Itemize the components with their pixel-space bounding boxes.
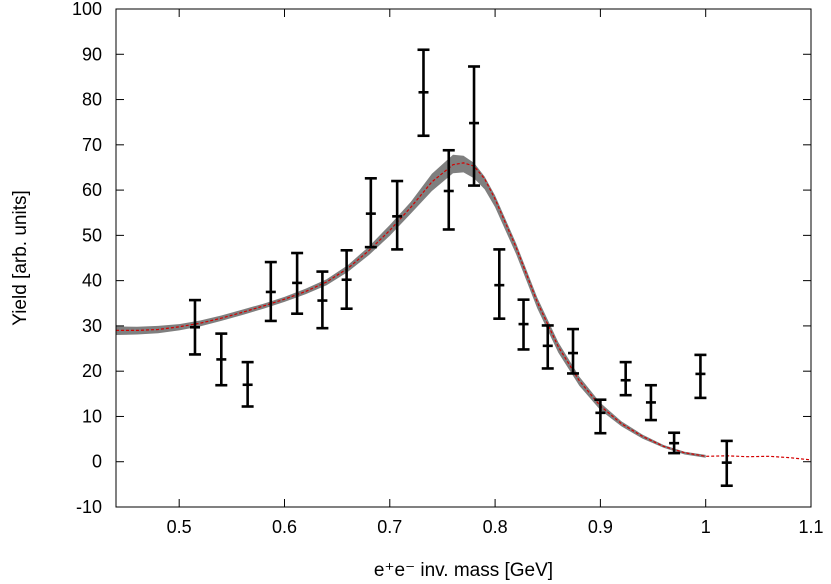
y-tick-labels: -10 0 10 20 30 40 50 60 70 80 90 100 [72,0,102,517]
data-points-layer [188,48,733,488]
model-curve [116,162,812,461]
data-point [215,332,228,387]
data-point [493,248,506,320]
y-tick-label: 100 [72,0,102,19]
data-point [468,65,481,187]
y-tick-label: 20 [82,361,102,381]
data-point [241,360,254,408]
y-tick-label: 70 [82,135,102,155]
x-axis-title: e⁺e⁻ inv. mass [GeV] [374,560,553,581]
y-tick-label: 80 [82,90,102,110]
y-axis-title: Yield [arb. units] [10,190,31,326]
y-tick-label: 60 [82,180,102,200]
data-point [340,249,353,311]
data-point [442,148,455,231]
data-point [644,383,657,422]
data-point [567,327,580,375]
x-tick-label: 0.5 [167,517,192,537]
x-tick-labels: 0.5 0.6 0.7 0.8 0.9 1 1.1 [167,517,824,537]
x-tick-label: 0.7 [377,517,402,537]
y-tick-label: 10 [82,406,102,426]
plot-area [115,8,812,508]
tick-marks-layer [116,8,812,508]
data-point [694,353,707,400]
y-tick-label: -10 [76,497,102,517]
data-point [364,177,377,249]
data-point [517,298,530,351]
data-point [316,270,329,330]
data-point [541,324,554,370]
y-tick-label: 90 [82,44,102,64]
model-band-layer [116,154,706,458]
data-point [188,298,201,356]
y-tick-label: 50 [82,225,102,245]
data-point [594,398,607,435]
data-point [720,439,733,488]
x-tick-label: 1.1 [798,517,823,537]
x-tick-label: 1 [701,517,711,537]
data-point [417,48,430,138]
y-tick-label: 0 [92,452,102,472]
data-point [619,360,632,397]
y-tick-label: 30 [82,316,102,336]
data-point [264,260,277,323]
model-curve-layer [116,162,812,461]
x-tick-label: 0.6 [272,517,297,537]
y-tick-label: 40 [82,271,102,291]
plot-frame [115,8,812,508]
model-band [116,154,706,458]
data-point [291,251,304,315]
x-tick-label: 0.9 [588,517,613,537]
data-point [668,431,681,455]
x-tick-label: 0.8 [483,517,508,537]
data-point [391,179,404,251]
